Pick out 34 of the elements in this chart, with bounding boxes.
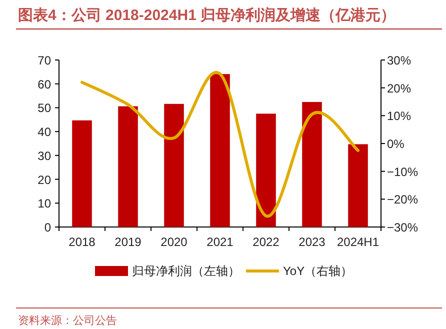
- bar: [118, 106, 138, 227]
- x-tick-label: 2019: [114, 235, 142, 249]
- legend-label: YoY（右轴）: [283, 264, 353, 278]
- x-tick-label: 2021: [206, 235, 234, 249]
- x-tick-label: 2023: [298, 235, 326, 249]
- y2-tick-label: 20%: [387, 81, 412, 96]
- x-tick-label: 2024H1: [336, 235, 380, 249]
- bar: [210, 74, 230, 227]
- line-series: [80, 72, 360, 218]
- y2-tick-label: −30%: [387, 220, 418, 234]
- text: 资料来源：公司公告: [18, 314, 117, 327]
- bar: [256, 114, 276, 227]
- y2-tick-label: 30%: [387, 54, 412, 68]
- y-tick-label: 30: [38, 148, 52, 163]
- bar: [72, 120, 92, 227]
- y-tick-label: 60: [38, 77, 52, 92]
- y-tick-label: 40: [38, 125, 52, 140]
- legend-label: 归母净利润（左轴）: [132, 264, 240, 278]
- y2-tick-label: −20%: [387, 192, 418, 207]
- y-tick-label: 20: [38, 172, 52, 187]
- bar: [348, 144, 368, 227]
- y-tick-label: 70: [38, 54, 52, 68]
- x-tick-label: 2018: [68, 235, 96, 249]
- bar: [164, 104, 184, 227]
- y-tick-label: 0: [44, 220, 52, 234]
- x-tick-label: 2022: [252, 235, 280, 249]
- y-tick-label: 10: [38, 196, 52, 211]
- y2-tick-label: −10%: [387, 164, 418, 179]
- y2-tick-label: 0%: [387, 137, 405, 151]
- y2-tick-label: 10%: [387, 109, 412, 124]
- chart-title: 图表4：公司 2018-2024H1 归母净利润及增速（亿港元）: [18, 6, 396, 24]
- y-tick-label: 50: [38, 101, 52, 116]
- bar: [302, 102, 322, 227]
- x-tick-label: 2020: [160, 235, 188, 249]
